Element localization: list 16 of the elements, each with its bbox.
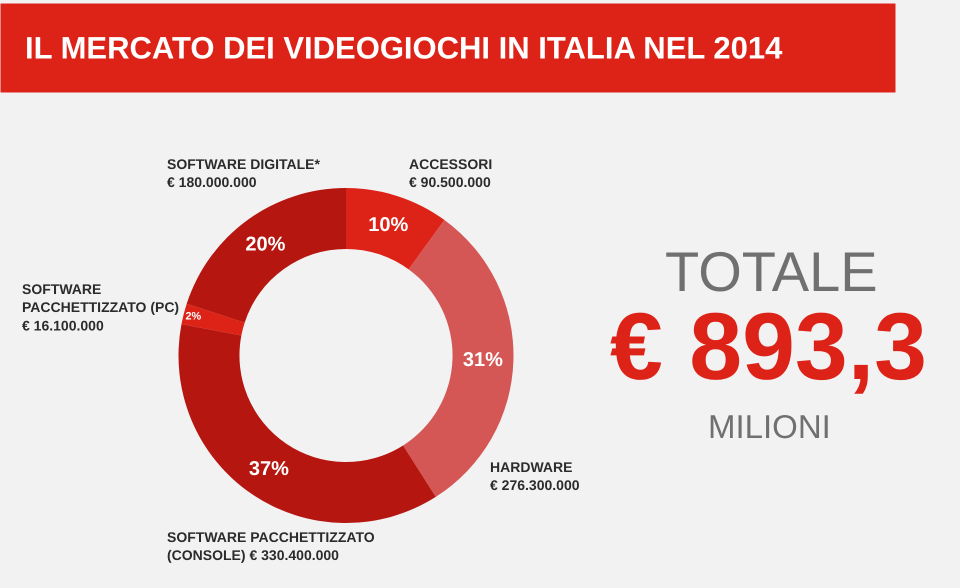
slice-label: SOFTWARE PACCHETTIZZATO (PC) € 16.100.000 — [22, 281, 180, 334]
data-label: 10% — [368, 214, 408, 236]
slice-label: ACCESSORI € 90.500.000 — [409, 156, 492, 190]
donut-slice — [178, 324, 436, 523]
donut-slice — [186, 188, 346, 323]
data-label: 37% — [248, 458, 290, 480]
slice-label: SOFTWARE PACCHETTIZZATO (CONSOLE) € 330.400.000 — [167, 529, 375, 564]
donut-slice — [181, 304, 245, 336]
data-label: 20% — [245, 234, 286, 256]
text: MILIONI — [708, 408, 831, 445]
slice-label: SOFTWARE DIGITALE* € 180.000.000 — [167, 156, 321, 190]
chart-title: IL MERCATO DEI VIDEOGIOCHI IN ITALIA NEL 2014 — [25, 30, 784, 66]
data-label: 31% — [462, 348, 504, 371]
data-label: 2% — [185, 310, 202, 323]
donut-slice — [346, 188, 444, 270]
slice-label: HARDWARE € 276.300.000 — [490, 459, 580, 494]
